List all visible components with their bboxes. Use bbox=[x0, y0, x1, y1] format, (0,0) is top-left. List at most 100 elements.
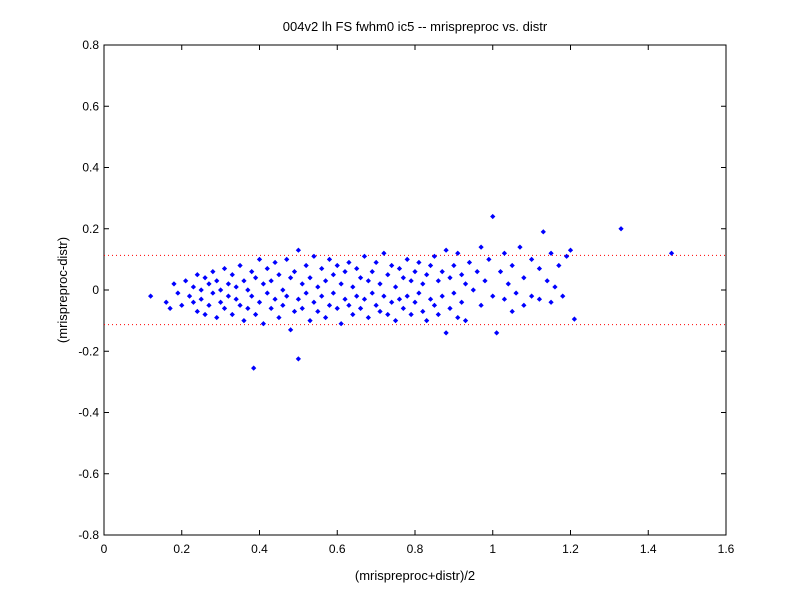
data-point bbox=[167, 305, 173, 311]
data-point bbox=[256, 256, 263, 262]
data-point bbox=[443, 330, 449, 336]
data-point bbox=[276, 272, 282, 278]
data-point bbox=[303, 262, 309, 269]
data-point bbox=[218, 287, 224, 293]
y-tick-label: 0.4 bbox=[82, 161, 99, 175]
data-point bbox=[264, 290, 270, 296]
y-tick-label: -0.8 bbox=[78, 528, 99, 542]
data-point bbox=[287, 327, 294, 333]
data-point bbox=[268, 305, 274, 311]
data-point bbox=[668, 250, 675, 256]
data-point bbox=[287, 275, 294, 281]
data-point bbox=[171, 281, 177, 287]
y-axis-label: (mrispreproc-distr) bbox=[55, 237, 70, 343]
data-point bbox=[198, 296, 204, 302]
data-point bbox=[249, 269, 255, 275]
data-point bbox=[237, 302, 243, 308]
data-point bbox=[563, 253, 570, 259]
data-point bbox=[396, 296, 403, 302]
y-tick-label: 0.8 bbox=[82, 38, 99, 52]
data-point bbox=[408, 311, 414, 318]
data-point bbox=[416, 290, 422, 296]
data-point bbox=[521, 302, 527, 308]
x-tick-label: 1 bbox=[489, 542, 496, 556]
data-point bbox=[462, 281, 469, 287]
data-point bbox=[435, 278, 441, 284]
data-point bbox=[490, 213, 496, 220]
x-tick-label: 0 bbox=[101, 542, 108, 556]
data-point bbox=[241, 318, 247, 324]
data-point bbox=[490, 293, 496, 299]
y-tick-label: -0.6 bbox=[78, 467, 99, 481]
data-point bbox=[338, 321, 344, 327]
data-point bbox=[346, 259, 352, 266]
data-point bbox=[451, 290, 457, 296]
data-point bbox=[354, 293, 360, 299]
data-point bbox=[408, 278, 414, 284]
data-point bbox=[311, 299, 317, 305]
data-point bbox=[307, 275, 313, 281]
data-point bbox=[233, 296, 239, 302]
data-point bbox=[451, 262, 457, 269]
data-point bbox=[435, 311, 441, 318]
data-point bbox=[276, 314, 282, 321]
y-tick-label: 0.6 bbox=[82, 99, 99, 113]
data-point bbox=[497, 269, 504, 275]
data-point bbox=[284, 293, 290, 299]
data-point bbox=[439, 293, 445, 299]
data-point bbox=[225, 281, 232, 287]
data-point bbox=[357, 305, 364, 311]
data-point bbox=[482, 278, 488, 284]
data-point bbox=[194, 308, 200, 315]
data-point bbox=[381, 250, 387, 256]
data-point bbox=[350, 311, 356, 318]
data-point bbox=[466, 259, 473, 266]
data-point bbox=[392, 318, 399, 324]
data-point bbox=[202, 311, 208, 318]
data-point bbox=[478, 302, 484, 308]
data-point bbox=[241, 278, 247, 284]
data-point bbox=[400, 275, 406, 281]
data-point bbox=[536, 265, 543, 272]
data-point bbox=[272, 296, 278, 302]
x-tick-label: 0.6 bbox=[329, 542, 346, 556]
data-point bbox=[330, 272, 336, 278]
y-tick-label: -0.2 bbox=[78, 344, 99, 358]
y-tick-label: 0.2 bbox=[82, 222, 99, 236]
data-point bbox=[218, 299, 224, 305]
x-tick-label: 1.4 bbox=[640, 542, 657, 556]
data-point bbox=[513, 290, 519, 296]
data-point bbox=[229, 272, 235, 278]
data-point bbox=[291, 269, 298, 275]
data-point bbox=[221, 265, 228, 272]
data-point bbox=[272, 259, 278, 266]
data-point bbox=[252, 275, 259, 281]
data-point bbox=[404, 293, 410, 299]
data-point bbox=[245, 287, 251, 293]
data-point bbox=[536, 296, 543, 302]
data-point bbox=[443, 247, 449, 253]
data-point bbox=[556, 262, 562, 269]
data-point bbox=[544, 278, 550, 284]
data-point bbox=[396, 265, 403, 272]
data-point bbox=[233, 284, 239, 290]
data-point bbox=[412, 299, 418, 305]
data-point bbox=[462, 318, 469, 324]
data-point bbox=[342, 269, 348, 275]
data-point bbox=[175, 290, 181, 296]
x-tick-label: 0.8 bbox=[407, 542, 424, 556]
data-point bbox=[229, 311, 235, 318]
data-point bbox=[365, 314, 371, 321]
data-point bbox=[350, 284, 356, 290]
data-point bbox=[284, 256, 290, 262]
data-point bbox=[237, 262, 243, 269]
data-point bbox=[427, 296, 434, 302]
data-point bbox=[365, 278, 371, 284]
data-point bbox=[373, 259, 379, 266]
x-tick-label: 1.2 bbox=[562, 542, 579, 556]
x-tick-label: 0.4 bbox=[251, 542, 268, 556]
data-point bbox=[311, 253, 317, 259]
data-point bbox=[190, 284, 197, 290]
